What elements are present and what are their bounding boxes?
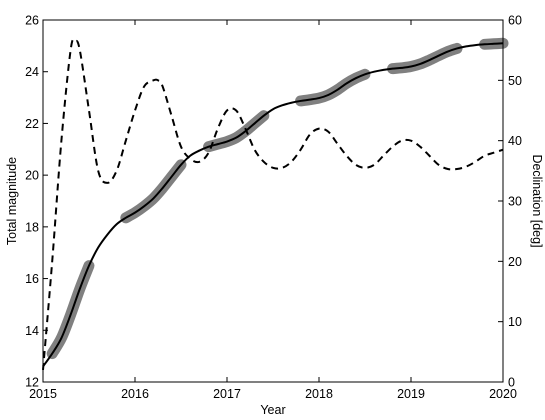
ticks-layer: 2015 2016 2017 2018 2019 2020 12 14 16 18 20 22 24 26… — [25, 14, 522, 402]
y2-tick-label: 20 — [508, 255, 522, 269]
y2-tick-label: 40 — [508, 134, 522, 148]
y2-tick-label: 10 — [508, 315, 522, 329]
y-tick-label: 16 — [25, 272, 39, 286]
declination-line — [42, 38, 504, 371]
y-axis-label: Total magnitude — [5, 157, 19, 245]
y-tick-label: 24 — [25, 65, 39, 79]
x-tick-label: 2015 — [29, 387, 57, 401]
x-tick-label: 2019 — [397, 387, 425, 401]
y2-tick-label: 60 — [508, 14, 522, 28]
plot-frame — [42, 19, 504, 383]
y-tick-label: 14 — [25, 324, 39, 338]
y-tick-label: 26 — [25, 14, 39, 28]
series-layer — [42, 37, 509, 371]
x-axis-label: Year — [260, 403, 285, 417]
x-tick-label: 2018 — [305, 387, 333, 401]
y2-tick-label: 50 — [508, 74, 522, 88]
x-tick-label: 2020 — [489, 387, 517, 401]
y2-axis-label: Declination [deg] — [530, 154, 544, 247]
y-tick-label: 22 — [25, 117, 39, 131]
y-tick-label: 20 — [25, 169, 39, 183]
x-tick-label: 2016 — [121, 387, 149, 401]
y2-tick-label: 0 — [508, 376, 515, 390]
y-tick-label: 18 — [25, 220, 39, 234]
x-tick-label: 2017 — [213, 387, 241, 401]
observation-segment-2 — [120, 159, 187, 224]
magnitude-line — [42, 42, 504, 368]
y-tick-label: 12 — [25, 376, 39, 390]
y2-tick-label: 30 — [508, 195, 522, 209]
